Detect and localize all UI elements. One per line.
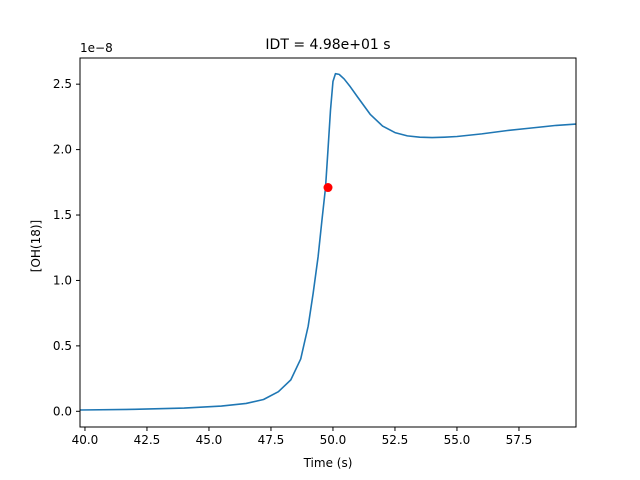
- x-axis: 40.0 42.5 45.0 47.5 50.0 52.5 55.0 57.5: [72, 427, 533, 447]
- x-tick-label: 45.0: [196, 433, 223, 447]
- x-axis-label: Time (s): [303, 456, 353, 470]
- x-tick-label: 55.0: [444, 433, 471, 447]
- chart-title: IDT = 4.98e+01 s: [265, 37, 390, 53]
- y-tick-label: 1.5: [53, 208, 72, 222]
- y-tick-label: 1.0: [53, 273, 72, 287]
- y-tick-label: 0.0: [53, 404, 72, 418]
- y-axis-label: [OH(18)]: [29, 220, 43, 272]
- y-offset-label: 1e−8: [80, 41, 113, 55]
- x-tick-label: 40.0: [72, 433, 99, 447]
- x-tick-label: 57.5: [506, 433, 533, 447]
- x-tick-label: 47.5: [258, 433, 285, 447]
- x-tick-label: 42.5: [134, 433, 161, 447]
- series-layer: [79, 72, 577, 411]
- x-tick-label: 50.0: [320, 433, 347, 447]
- y-axis: 0.0 0.5 1.0 1.5 2.0 2.5: [53, 77, 80, 418]
- y-tick-label: 2.5: [53, 77, 72, 91]
- series-line: [79, 72, 577, 411]
- marker-layer: [323, 183, 333, 193]
- plot-frame: [79, 57, 577, 428]
- y-tick-label: 0.5: [53, 339, 72, 353]
- x-tick-label: 52.5: [382, 433, 409, 447]
- idt-marker: [323, 183, 333, 193]
- y-tick-label: 2.0: [53, 143, 72, 157]
